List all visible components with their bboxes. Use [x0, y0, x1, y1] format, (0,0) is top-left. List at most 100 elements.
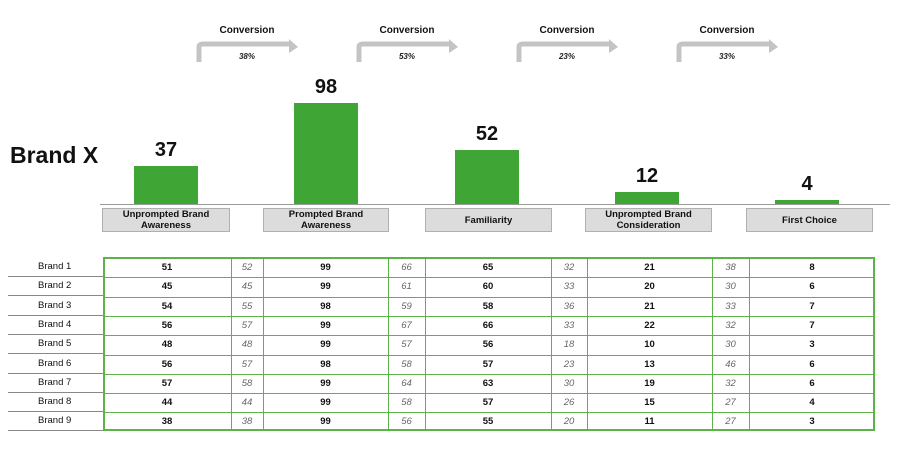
- table-conversion-cell: 26: [563, 397, 575, 409]
- table-value-cell: 51: [161, 262, 173, 273]
- table-value-cell: 10: [644, 339, 655, 351]
- table-conversion-cell: 30: [563, 377, 575, 389]
- grid-vline: [551, 258, 552, 430]
- stage-label: Prompted Brand Awareness: [263, 208, 389, 232]
- table-value-cell: 57: [161, 377, 173, 389]
- table-value-cell: 66: [482, 319, 494, 331]
- grid-hline: [104, 316, 874, 317]
- table-value-cell: 6: [809, 358, 815, 370]
- table-value-cell: 11: [644, 416, 655, 428]
- bar: [294, 103, 358, 204]
- table-conversion-cell: 58: [241, 377, 253, 389]
- conversion-percent: 23%: [558, 52, 575, 61]
- table-value-cell: 22: [644, 319, 655, 331]
- table-value-cell: 19: [644, 377, 655, 389]
- table-value-cell: 99: [320, 281, 331, 293]
- conversion-percent: 33%: [718, 52, 735, 61]
- bar-value-label: 37: [154, 138, 178, 161]
- table-value-cell: 4: [809, 397, 815, 409]
- table-value-cell: 58: [482, 300, 494, 312]
- conversion-label: Conversion: [219, 25, 275, 36]
- conversion-arrow: [676, 41, 769, 62]
- conversion-arrow-head: [289, 39, 298, 53]
- table-value-cell: 57: [482, 358, 494, 370]
- bar-value-label: 98: [314, 76, 338, 99]
- table-conversion-cell: 30: [725, 339, 736, 351]
- table-value-cell: 56: [161, 319, 173, 331]
- table-conversion-cell: 33: [563, 281, 575, 293]
- stage-label: Familiarity: [425, 208, 552, 232]
- brand-title: Brand X: [10, 142, 99, 168]
- table-conversion-cell: 33: [563, 319, 575, 331]
- table-value-cell: 60: [482, 281, 494, 293]
- table-value-cell: 15: [644, 397, 655, 409]
- table-conversion-cell: 59: [401, 300, 412, 312]
- grid-vline: [587, 258, 588, 430]
- data-grid: [103, 257, 875, 431]
- stage-label: Unprompted Brand Awareness: [102, 208, 230, 232]
- table-conversion-cell: 18: [563, 339, 575, 351]
- table-conversion-cell: 58: [401, 358, 412, 370]
- table-value-cell: 38: [161, 416, 173, 428]
- table-conversion-cell: 58: [401, 397, 412, 409]
- brand-row-label: Brand 3: [8, 297, 103, 316]
- chart-baseline: [100, 204, 890, 205]
- stage-label: First Choice: [746, 208, 873, 232]
- brand-row-label: Brand 8: [8, 393, 103, 413]
- table-value-cell: 99: [320, 416, 331, 428]
- table-value-cell: 21: [644, 300, 655, 312]
- conversion-label: Conversion: [539, 25, 595, 36]
- table-value-cell: 7: [809, 319, 815, 331]
- table-value-cell: 65: [482, 262, 494, 273]
- table-conversion-cell: 61: [401, 281, 412, 293]
- table-conversion-cell: 57: [401, 339, 412, 351]
- table-conversion-cell: 56: [401, 416, 412, 428]
- brand-row-label: Brand 4: [8, 316, 103, 335]
- table-value-cell: 21: [644, 262, 655, 273]
- table-value-cell: 99: [320, 339, 331, 351]
- table-value-cell: 99: [320, 397, 331, 409]
- table-value-cell: 3: [809, 416, 815, 428]
- table-value-cell: 98: [320, 300, 331, 312]
- table-value-cell: 7: [809, 300, 815, 312]
- bar: [455, 150, 519, 204]
- brand-row-label: Brand 1: [8, 258, 103, 277]
- stage-label: Unprompted Brand Consideration: [585, 208, 712, 232]
- table-value-cell: 56: [482, 339, 494, 351]
- grid-vline: [425, 258, 426, 430]
- table-conversion-cell: 45: [241, 281, 253, 293]
- table-value-cell: 6: [809, 281, 815, 293]
- brand-row-label: Brand 6: [8, 355, 103, 374]
- conversion-label: Conversion: [699, 25, 755, 36]
- table-value-cell: 57: [482, 397, 494, 409]
- grid-vline: [749, 258, 750, 430]
- table-conversion-cell: 46: [725, 358, 736, 370]
- grid-hline: [104, 374, 874, 375]
- bar: [615, 191, 679, 204]
- brand-row-label: Brand 5: [8, 335, 103, 355]
- grid-hline: [104, 335, 874, 336]
- grid-hline: [104, 412, 874, 413]
- grid-vline: [231, 258, 232, 430]
- table-conversion-cell: 66: [401, 262, 412, 273]
- table-conversion-cell: 23: [563, 358, 575, 370]
- table-conversion-cell: 32: [725, 377, 736, 389]
- table-value-cell: 13: [644, 358, 655, 370]
- table-value-cell: 55: [482, 416, 494, 428]
- table-conversion-cell: 48: [241, 339, 253, 351]
- table-conversion-cell: 57: [241, 358, 253, 370]
- table-conversion-cell: 30: [725, 281, 736, 293]
- table-conversion-cell: 36: [563, 300, 575, 312]
- grid-hline: [104, 277, 874, 278]
- brand-row-label: Brand 9: [8, 412, 103, 432]
- grid-hline: [104, 297, 874, 298]
- conversion-arrow-head: [609, 39, 618, 53]
- table-conversion-cell: 33: [725, 300, 736, 312]
- bar-value-label: 4: [801, 172, 813, 195]
- table-conversion-cell: 67: [401, 319, 412, 331]
- conversion-arrow-head: [769, 39, 778, 53]
- table-conversion-cell: 38: [725, 262, 736, 273]
- table-value-cell: 63: [482, 377, 494, 389]
- table-conversion-cell: 27: [725, 416, 736, 428]
- table-value-cell: 3: [809, 339, 815, 351]
